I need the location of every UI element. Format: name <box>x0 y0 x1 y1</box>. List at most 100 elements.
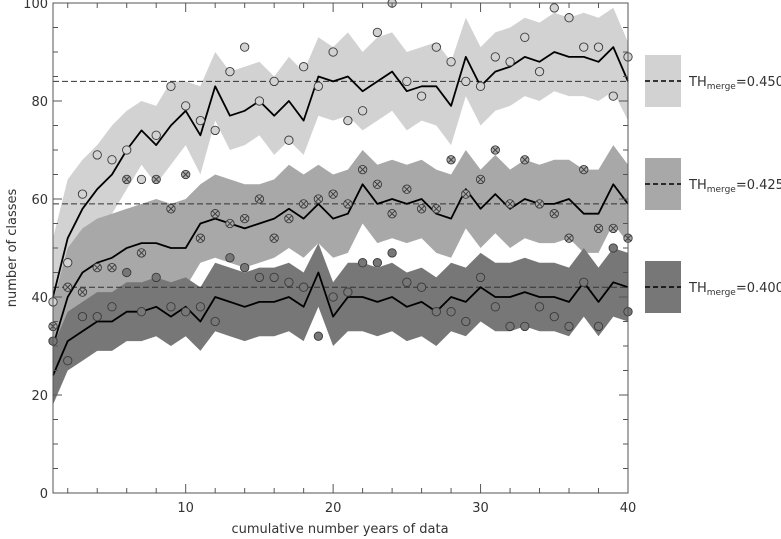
data-point-series-0 <box>210 125 220 136</box>
data-point-series-2 <box>181 307 191 317</box>
data-point-series-0 <box>269 76 279 87</box>
point-marker <box>166 81 176 91</box>
mean-line-series-2 <box>52 271 629 376</box>
point-cross <box>551 210 558 217</box>
data-point-series-1 <box>195 233 206 243</box>
data-point-series-2 <box>608 243 618 253</box>
point-cross <box>374 181 381 188</box>
data-point-series-1 <box>107 262 117 273</box>
point-marker <box>505 57 515 67</box>
data-point-series-0 <box>284 135 294 145</box>
data-point-series-0 <box>313 81 324 91</box>
point-cross <box>212 210 219 217</box>
mean-lines <box>52 46 629 376</box>
data-point-series-2 <box>166 302 176 312</box>
point-marker <box>107 155 117 165</box>
point-cross <box>167 205 175 212</box>
point-marker <box>593 42 604 52</box>
legend-label-prefix: TH <box>688 75 707 90</box>
point-cross <box>123 176 130 183</box>
point-cross <box>241 215 248 222</box>
point-marker <box>608 243 618 253</box>
x-axis-label: cumulative number years of data <box>231 522 448 537</box>
point-marker <box>136 307 147 317</box>
point-cross <box>79 288 86 296</box>
point-marker <box>549 3 559 13</box>
data-point-series-2 <box>63 356 73 366</box>
data-point-series-1 <box>122 174 132 185</box>
point-cross <box>433 205 440 212</box>
legend-label: THmerge=0.425 <box>688 178 781 195</box>
point-marker <box>313 331 324 341</box>
data-point-series-1 <box>564 233 574 243</box>
data-point-series-2 <box>269 272 279 283</box>
data-point-series-0 <box>357 106 368 116</box>
band-series-2 <box>53 243 628 405</box>
data-point-series-1 <box>475 174 486 185</box>
point-marker <box>210 125 220 136</box>
point-marker <box>195 302 206 312</box>
point-marker <box>181 307 191 317</box>
y-tick-label: 100 <box>23 0 48 12</box>
data-point-series-2 <box>475 272 486 283</box>
point-marker <box>195 115 206 126</box>
data-point-series-1 <box>298 199 309 209</box>
band-series-0 <box>53 7 628 356</box>
data-point-series-0 <box>136 174 147 185</box>
data-point-series-2 <box>225 253 235 263</box>
point-cross <box>256 195 263 203</box>
data-point-series-1 <box>269 233 279 243</box>
data-point-series-1 <box>490 145 500 155</box>
point-marker <box>579 277 589 287</box>
point-marker <box>431 42 441 52</box>
data-point-series-0 <box>505 57 515 67</box>
data-point-series-0 <box>416 91 427 101</box>
point-marker <box>181 101 191 111</box>
x-tick-label: 10 <box>177 501 194 516</box>
point-marker <box>402 277 412 287</box>
data-point-series-2 <box>92 311 102 322</box>
point-marker <box>446 307 456 317</box>
data-point-series-0 <box>195 115 206 126</box>
data-point-series-0 <box>431 42 441 52</box>
point-marker <box>210 316 220 327</box>
data-point-series-1 <box>136 248 147 258</box>
point-marker <box>122 267 132 278</box>
data-point-series-1 <box>77 287 88 297</box>
point-marker <box>63 356 73 366</box>
legend-label-suffix: =0.425 <box>736 178 781 193</box>
point-cross <box>610 225 617 232</box>
legend-label-prefix: TH <box>688 281 707 296</box>
mean-line-series-1 <box>52 183 629 347</box>
point-cross <box>418 205 425 212</box>
reference-lines <box>53 80 628 288</box>
point-marker <box>225 66 235 77</box>
point-cross <box>182 171 189 178</box>
data-point-series-0 <box>166 81 176 91</box>
point-marker <box>475 272 486 283</box>
data-point-series-1 <box>372 179 383 189</box>
data-point-series-2 <box>210 316 220 327</box>
point-cross <box>94 264 101 271</box>
legend-label: THmerge=0.400 <box>688 281 781 298</box>
data-point-series-2 <box>195 302 206 312</box>
point-marker <box>77 189 88 199</box>
data-point-series-1 <box>225 218 235 229</box>
data-point-series-2 <box>461 316 471 327</box>
y-tick-label: 40 <box>31 291 48 306</box>
point-marker <box>298 282 309 292</box>
point-marker <box>446 57 456 67</box>
data-point-series-0 <box>608 91 618 101</box>
data-point-series-2 <box>593 321 604 332</box>
point-marker <box>63 258 73 268</box>
point-marker <box>92 150 102 160</box>
data-point-series-0 <box>343 115 353 126</box>
point-cross <box>580 166 587 173</box>
data-point-series-2 <box>564 321 574 332</box>
data-point-series-1 <box>92 262 102 273</box>
point-cross <box>138 249 145 257</box>
data-point-series-2 <box>416 282 427 292</box>
data-point-series-2 <box>490 302 500 312</box>
axis-ticks <box>53 2 629 494</box>
data-point-series-0 <box>328 47 338 57</box>
